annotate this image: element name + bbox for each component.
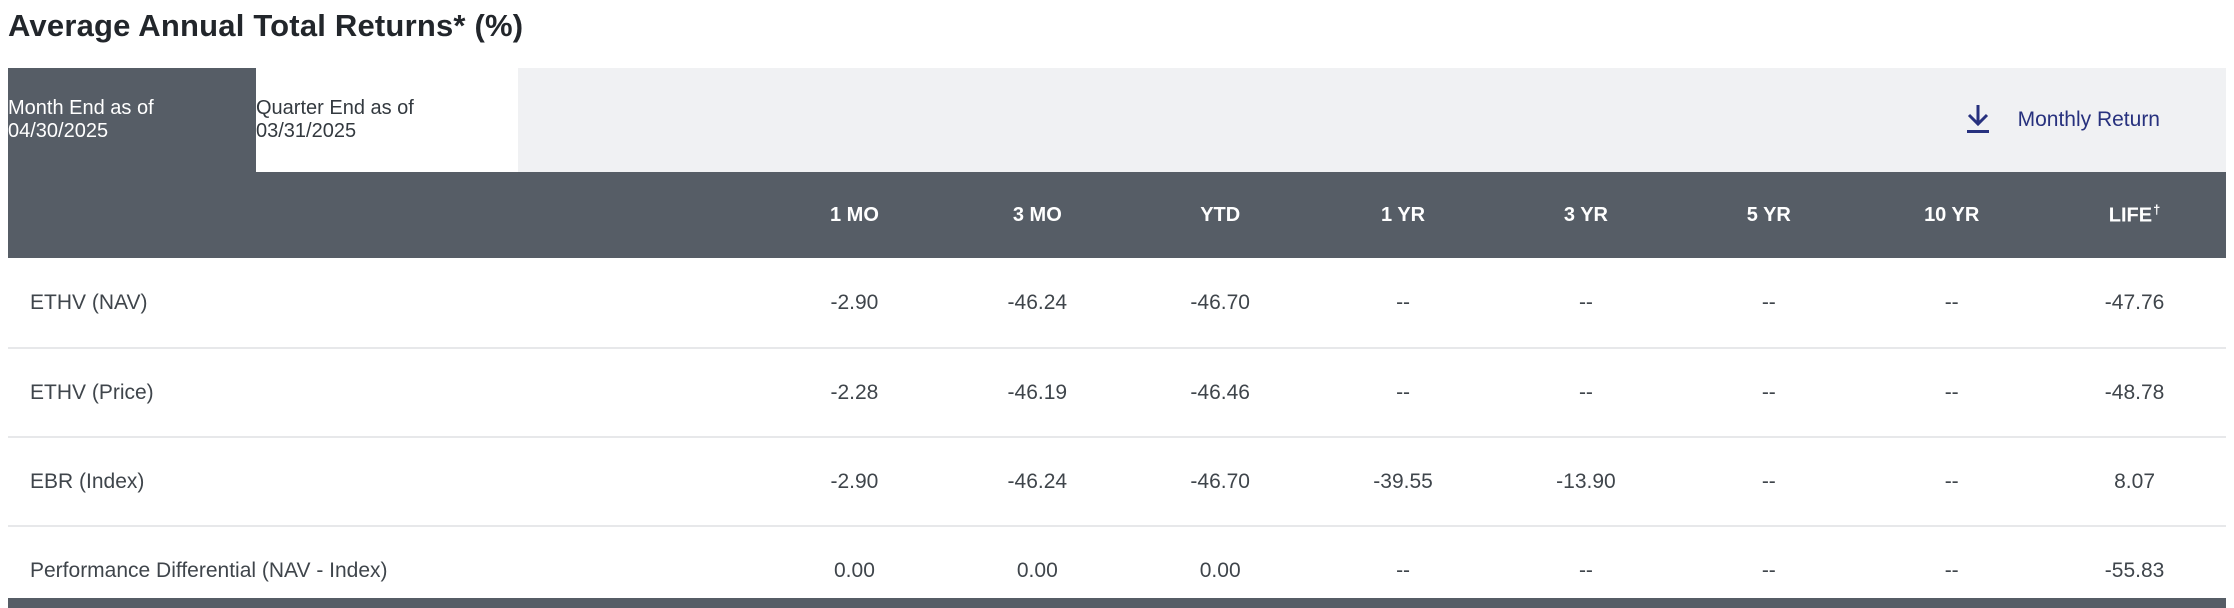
column-header-life-label: LIFE bbox=[2108, 204, 2153, 227]
value-cell: -- bbox=[1578, 380, 1593, 404]
returns-table: 1 MO 3 MO YTD 1 YR 3 YR 5 YR 10 YR LIFE†… bbox=[8, 172, 2226, 598]
table-row-performance-differential: Performance Differential (NAV - Index) 0… bbox=[8, 525, 2226, 598]
value-cell: -- bbox=[1944, 290, 1959, 314]
tab-bar: Month End as of 04/30/2025 Quarter End a… bbox=[8, 68, 2226, 172]
value-cell: -- bbox=[1761, 469, 1776, 493]
value-cell: -- bbox=[1396, 558, 1411, 582]
value-cell: -- bbox=[1944, 380, 1959, 404]
value-cell: -13.90 bbox=[1556, 469, 1616, 493]
value-cell: 0.00 bbox=[834, 558, 875, 582]
row-label: Performance Differential (NAV - Index) bbox=[30, 558, 388, 582]
value-cell: -46.24 bbox=[1007, 469, 1068, 493]
table-row-ethv-nav: ETHV (NAV) -2.90 -46.24 -46.70 -- -- -- … bbox=[8, 258, 2226, 347]
value-cell: -- bbox=[1396, 380, 1411, 404]
value-cell: -46.46 bbox=[1190, 380, 1250, 404]
row-label: ETHV (Price) bbox=[30, 380, 154, 404]
value-cell: -46.24 bbox=[1007, 290, 1068, 314]
value-cell: -- bbox=[1944, 469, 1959, 493]
value-cell: 0.00 bbox=[1199, 558, 1241, 582]
value-cell: -46.70 bbox=[1190, 290, 1250, 314]
table-body: ETHV (NAV) -2.90 -46.24 -46.70 -- -- -- … bbox=[8, 258, 2226, 598]
row-label: EBR (Index) bbox=[30, 469, 145, 493]
value-cell: -- bbox=[1396, 290, 1411, 314]
section-title: Average Annual Total Returns* (%) bbox=[8, 8, 524, 43]
column-header-10yr: 10 YR bbox=[1924, 203, 1980, 226]
column-header-1yr: 1 YR bbox=[1381, 203, 1426, 226]
download-icon bbox=[1966, 105, 1989, 133]
value-cell: -2.28 bbox=[830, 380, 879, 404]
monthly-return-link[interactable]: Monthly Return bbox=[1960, 68, 2226, 172]
column-header-1mo: 1 MO bbox=[829, 203, 879, 226]
column-header-3mo: 3 MO bbox=[1012, 203, 1062, 226]
value-cell: -- bbox=[1761, 380, 1776, 404]
column-header-5yr: 5 YR bbox=[1746, 203, 1791, 226]
next-section-top-edge bbox=[8, 598, 2226, 608]
value-cell: 0.00 bbox=[1016, 558, 1058, 582]
value-cell: -- bbox=[1761, 290, 1776, 314]
value-cell: 8.07 bbox=[2114, 469, 2155, 493]
tab-bar-spacer bbox=[518, 68, 1960, 172]
column-header-life: LIFE† bbox=[2043, 202, 2226, 228]
value-cell: -55.83 bbox=[2104, 558, 2165, 582]
table-row-ethv-price: ETHV (Price) -2.28 -46.19 -46.46 -- -- -… bbox=[8, 347, 2226, 436]
monthly-return-label: Monthly Return bbox=[2017, 108, 2160, 131]
value-cell: -- bbox=[1944, 558, 1959, 582]
column-header-ytd: YTD bbox=[1200, 203, 1241, 226]
value-cell: -- bbox=[1578, 290, 1593, 314]
table-header-row: 1 MO 3 MO YTD 1 YR 3 YR 5 YR 10 YR LIFE† bbox=[8, 172, 2226, 258]
row-label: ETHV (NAV) bbox=[30, 290, 148, 314]
value-cell: -46.19 bbox=[1007, 380, 1068, 404]
tab-month-end[interactable]: Month End as of 04/30/2025 bbox=[8, 68, 256, 172]
tab-quarter-end[interactable]: Quarter End as of 03/31/2025 bbox=[256, 68, 518, 172]
value-cell: -47.76 bbox=[2104, 290, 2165, 314]
value-cell: -- bbox=[1578, 558, 1593, 582]
value-cell: -39.55 bbox=[1373, 469, 1433, 493]
dagger-footnote-marker: † bbox=[2153, 202, 2161, 218]
column-header-3yr: 3 YR bbox=[1563, 203, 1608, 226]
value-cell: -46.70 bbox=[1190, 469, 1250, 493]
value-cell: -48.78 bbox=[2104, 380, 2165, 404]
table-row-ebr-index: EBR (Index) -2.90 -46.24 -46.70 -39.55 -… bbox=[8, 436, 2226, 525]
value-cell: -2.90 bbox=[830, 290, 879, 314]
value-cell: -- bbox=[1761, 558, 1776, 582]
value-cell: -2.90 bbox=[830, 469, 879, 493]
